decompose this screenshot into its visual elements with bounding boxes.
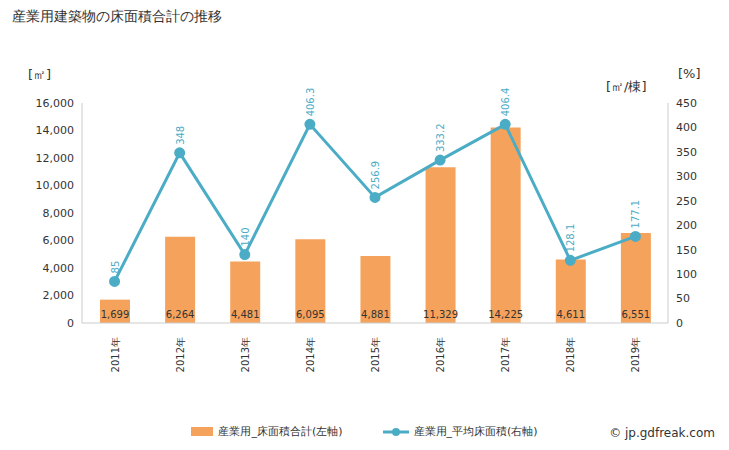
html-text:産業用建築物の床面積合計の推移: 産業用建築物の床面積合計の推移 — [12, 8, 222, 24]
svg-text:300: 300 — [676, 170, 697, 183]
svg-text:4,881: 4,881 — [361, 309, 390, 320]
svg-text:200: 200 — [676, 219, 697, 232]
svg-text:11,329: 11,329 — [423, 309, 458, 320]
svg-text:10,000: 10,000 — [36, 179, 75, 192]
svg-text:6,000: 6,000 — [43, 234, 75, 247]
svg-text:14,225: 14,225 — [488, 309, 523, 320]
svg-text:50: 50 — [676, 292, 690, 305]
svg-text:4,481: 4,481 — [231, 309, 260, 320]
svg-text:250: 250 — [676, 195, 697, 208]
svg-text:333.2: 333.2 — [435, 123, 446, 152]
svg-text:6,551: 6,551 — [622, 309, 651, 320]
html-text:産業用_床面積合計(左軸): 産業用_床面積合計(左軸) — [218, 425, 343, 438]
svg-text:348: 348 — [175, 126, 186, 145]
svg-text:2011年: 2011年 — [110, 337, 121, 372]
html-text:[㎡/棟]: [㎡/棟] — [606, 79, 647, 94]
svg-text:8,000: 8,000 — [43, 207, 75, 220]
svg-text:4,000: 4,000 — [43, 262, 75, 275]
svg-text:12,000: 12,000 — [36, 152, 75, 165]
svg-text:128.1: 128.1 — [565, 224, 576, 253]
svg-text:85: 85 — [110, 261, 121, 274]
html-text:産業用_平均床面積(右軸): 産業用_平均床面積(右軸) — [413, 425, 538, 438]
svg-text:14,000: 14,000 — [36, 124, 75, 137]
html-text:© jp.gdfreak.com: © jp.gdfreak.com — [609, 426, 715, 440]
svg-text:400: 400 — [676, 121, 697, 134]
svg-text:100: 100 — [676, 268, 697, 281]
svg-text:406.4: 406.4 — [500, 88, 511, 117]
svg-text:2016年: 2016年 — [435, 337, 446, 372]
svg-text:350: 350 — [676, 146, 697, 159]
svg-text:6,264: 6,264 — [166, 309, 195, 320]
svg-text:2,000: 2,000 — [43, 289, 75, 302]
svg-text:2017年: 2017年 — [500, 337, 511, 372]
svg-text:6,095: 6,095 — [296, 309, 325, 320]
svg-text:177.1: 177.1 — [630, 200, 641, 229]
svg-text:150: 150 — [676, 244, 697, 257]
svg-text:140: 140 — [240, 227, 251, 246]
svg-text:2015年: 2015年 — [370, 337, 381, 372]
svg-text:256.9: 256.9 — [370, 161, 381, 190]
svg-text:2012年: 2012年 — [175, 337, 186, 372]
svg-text:4,611: 4,611 — [556, 309, 585, 320]
svg-text:16,000: 16,000 — [36, 97, 75, 110]
svg-text:1,699: 1,699 — [101, 309, 130, 320]
svg-text:450: 450 — [676, 97, 697, 110]
svg-text:2019年: 2019年 — [630, 337, 641, 372]
svg-text:2013年: 2013年 — [240, 337, 251, 372]
svg-text:2018年: 2018年 — [565, 337, 576, 372]
svg-text:0: 0 — [676, 317, 683, 330]
svg-text:406.3: 406.3 — [305, 88, 316, 117]
svg-text:0: 0 — [67, 317, 74, 330]
svg-text:2014年: 2014年 — [305, 337, 316, 372]
